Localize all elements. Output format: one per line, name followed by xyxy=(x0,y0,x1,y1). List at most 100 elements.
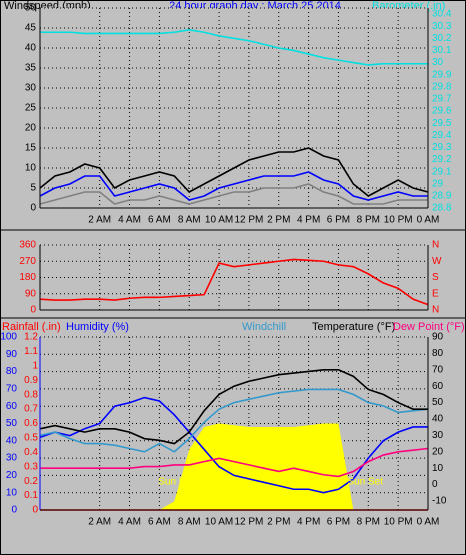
y2-tick-label: 29.4 xyxy=(432,130,452,141)
x-tick-label: 8 AM xyxy=(178,517,201,528)
y-tick-label: 30 xyxy=(25,83,37,94)
y-tick-label: 270 xyxy=(19,256,36,267)
y3-tick-label: 0.1 xyxy=(24,490,38,501)
legend-entry: Humidity (%) xyxy=(66,321,129,333)
y-tick-label: 90 xyxy=(6,349,18,360)
y2-tick-label: -10 xyxy=(432,496,447,507)
x-tick-label: 12 PM xyxy=(234,215,263,226)
y2-tick-label: 10 xyxy=(432,463,444,474)
x-tick-label: 4 PM xyxy=(297,215,320,226)
y-tick-label: 20 xyxy=(25,123,37,134)
x-tick-label: 10 PM xyxy=(384,517,413,528)
y3-tick-label: 0.2 xyxy=(24,476,38,487)
y3-tick-label: 0.5 xyxy=(24,433,38,444)
y2-tick-label: N xyxy=(432,240,439,251)
series-line xyxy=(39,183,428,205)
annotation: Sun Set xyxy=(347,477,383,488)
x-tick-label: 2 PM xyxy=(267,517,290,528)
y2-tick-label: 80 xyxy=(432,348,444,359)
y-tick-label: 360 xyxy=(19,240,36,251)
x-tick-label: 6 PM xyxy=(327,215,350,226)
x-tick-label: 0 AM xyxy=(417,215,440,226)
y-tick-label: 70 xyxy=(6,384,18,395)
y2-tick-label: 29.3 xyxy=(432,142,452,153)
series-line xyxy=(39,368,428,445)
y2-tick-label: 29.9 xyxy=(432,69,452,80)
y-tick-label: 50 xyxy=(6,418,18,429)
x-tick-label: 6 AM xyxy=(148,517,171,528)
y2-tick-label: 70 xyxy=(432,364,444,375)
y2-tick-label: 60 xyxy=(432,381,444,392)
y3-tick-label: 1 xyxy=(32,360,38,371)
chart-title: 24 hour graph day : March 25 2014 xyxy=(169,0,341,12)
y2-tick-label: 29.8 xyxy=(432,81,452,92)
y-tick-label: 90 xyxy=(25,288,37,299)
y2-tick-label: 30.3 xyxy=(432,21,452,32)
y-tick-label: 10 xyxy=(25,163,37,174)
y3-tick-label: 0.3 xyxy=(24,461,38,472)
y2-tick-label: 29.5 xyxy=(432,118,452,129)
x-tick-label: 6 PM xyxy=(327,517,350,528)
y-tick-label: 40 xyxy=(6,435,18,446)
y2-tick-label: 20 xyxy=(432,446,444,457)
y-tick-label: 0 xyxy=(11,505,17,516)
x-tick-label: 2 AM xyxy=(88,215,111,226)
series-line xyxy=(39,388,429,453)
y3-tick-label: 1.2 xyxy=(24,332,38,343)
y2-tick-label: 30.1 xyxy=(432,45,452,56)
y2-tick-label: S xyxy=(432,272,439,283)
y-tick-label: 60 xyxy=(6,401,18,412)
y-tick-label: 10 xyxy=(6,487,18,498)
y2-tick-label: E xyxy=(432,288,439,299)
x-tick-label: 8 PM xyxy=(357,215,380,226)
y-tick-label: 100 xyxy=(0,332,17,343)
y3-tick-label: 1.1 xyxy=(24,346,38,357)
y2-tick-label: 30.4 xyxy=(432,9,452,20)
x-tick-label: 4 PM xyxy=(297,517,320,528)
y-label: Windspeed (mph) xyxy=(4,0,91,12)
x-tick-label: 8 PM xyxy=(357,517,380,528)
y2-tick-label: 29.7 xyxy=(432,94,452,105)
y-tick-label: 180 xyxy=(19,272,36,283)
x-tick-label: 2 AM xyxy=(88,517,111,528)
y3-tick-label: 0 xyxy=(32,505,38,516)
x-tick-label: 2 PM xyxy=(267,215,290,226)
y3-tick-label: 0.4 xyxy=(24,447,38,458)
plot-area xyxy=(40,245,428,310)
y-tick-label: 25 xyxy=(25,103,37,114)
y3-tick-label: 0.7 xyxy=(24,404,38,415)
x-tick-label: 12 PM xyxy=(234,517,263,528)
x-tick-label: 8 AM xyxy=(178,215,201,226)
y2-tick-label: 28.8 xyxy=(432,203,452,214)
y2-tick-label: 28.9 xyxy=(432,191,452,202)
y3-tick-label: 0.8 xyxy=(24,389,38,400)
y-tick-label: 0 xyxy=(30,305,36,316)
y-tick-label: 80 xyxy=(6,366,18,377)
y2-tick-label: 40 xyxy=(432,414,444,425)
y2-tick-label: 29.6 xyxy=(432,106,452,117)
legend-entry: Temperature (°F) xyxy=(312,321,395,333)
x-tick-label: 10 AM xyxy=(205,215,233,226)
solar-area xyxy=(40,423,428,510)
legend-entry: Dew Point (°F) xyxy=(393,321,465,333)
y2-tick-label: 29.1 xyxy=(432,166,452,177)
y-tick-label: 30 xyxy=(6,453,18,464)
x-tick-label: 4 AM xyxy=(118,215,141,226)
legend-entry: Rainfall (.in) xyxy=(2,321,61,333)
x-tick-label: 0 AM xyxy=(417,517,440,528)
series-line xyxy=(39,171,428,201)
y2-tick-label: 90 xyxy=(432,332,444,343)
series-line xyxy=(39,147,429,197)
series-line xyxy=(40,29,428,66)
y2-tick-label: 30.2 xyxy=(432,33,452,44)
y-tick-label: 0 xyxy=(30,203,36,214)
y2-tick-label: 29.2 xyxy=(432,154,452,165)
y2-tick-label: 0 xyxy=(432,479,438,490)
y2-tick-label: N xyxy=(432,305,439,316)
series-line xyxy=(39,258,429,306)
y-tick-label: 15 xyxy=(25,143,37,154)
x-tick-label: 6 AM xyxy=(148,215,171,226)
y2-tick-label: 30 xyxy=(432,430,444,441)
y2-tick-label: W xyxy=(432,256,442,267)
